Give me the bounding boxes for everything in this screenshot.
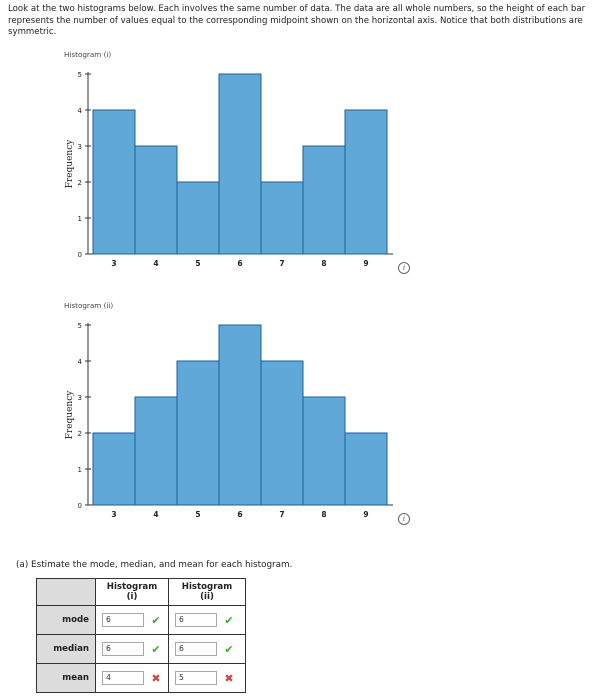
row-label-mean: mean bbox=[36, 663, 96, 693]
mean-hist1-input[interactable]: 4 bbox=[102, 671, 144, 685]
x-tick-label: 7 bbox=[279, 510, 284, 519]
corner-cell bbox=[36, 578, 96, 606]
histogram-bar bbox=[344, 432, 388, 506]
y-tick-label: 0 bbox=[78, 502, 82, 510]
checkmark-icon: ✔ bbox=[224, 613, 234, 627]
cell-median-hist1: 6 ✔ bbox=[95, 634, 169, 664]
cross-icon: ✖ bbox=[224, 671, 234, 685]
mode-hist1-input[interactable]: 6 bbox=[102, 613, 144, 627]
x-tick-label: 6 bbox=[237, 259, 242, 268]
histogram-bar bbox=[302, 145, 346, 255]
histogram-bar bbox=[344, 109, 388, 255]
y-tick-label: 4 bbox=[78, 358, 83, 366]
histogram-bar bbox=[92, 432, 136, 506]
y-tick-label: 2 bbox=[78, 179, 82, 187]
row-label-mode: mode bbox=[36, 605, 96, 635]
y-tick-label: 3 bbox=[78, 143, 82, 151]
checkmark-icon: ✔ bbox=[151, 613, 161, 627]
y-tick-label: 1 bbox=[78, 466, 82, 474]
checkmark-icon: ✔ bbox=[224, 642, 234, 656]
y-tick-label: 4 bbox=[78, 107, 83, 115]
y-tick-label: 2 bbox=[78, 430, 82, 438]
x-tick-label: 7 bbox=[279, 259, 284, 268]
y-tick-label: 5 bbox=[78, 322, 82, 330]
histogram-bar bbox=[176, 360, 220, 506]
x-tick-label: 8 bbox=[321, 259, 326, 268]
x-tick-label: 3 bbox=[111, 510, 116, 519]
header-histogram-2: Histogram (ii) bbox=[168, 578, 246, 606]
x-tick-label: 5 bbox=[195, 510, 200, 519]
x-tick-label: 9 bbox=[363, 510, 368, 519]
answers-header-row: Histogram (i) Histogram (ii) bbox=[36, 578, 246, 606]
x-tick-label: 6 bbox=[237, 510, 242, 519]
info-icon[interactable]: i bbox=[398, 513, 410, 525]
row-mode: mode 6 ✔ 6 ✔ bbox=[36, 605, 246, 635]
histogram-bar bbox=[218, 73, 262, 255]
histogram-bar bbox=[92, 109, 136, 255]
row-median: median 6 ✔ 6 ✔ bbox=[36, 634, 246, 664]
cell-mean-hist2: 5 ✖ bbox=[168, 663, 246, 693]
question-prompt: (a) Estimate the mode, median, and mean … bbox=[16, 560, 293, 570]
y-tick-label: 3 bbox=[78, 394, 82, 402]
histogram-2-title: Histogram (ii) bbox=[64, 301, 114, 310]
y-axis-label: Frequency bbox=[65, 139, 75, 189]
checkmark-icon: ✔ bbox=[151, 642, 161, 656]
histogram-bar bbox=[176, 181, 220, 255]
y-tick-label: 5 bbox=[78, 71, 82, 79]
histogram-1-title: Histogram (i) bbox=[64, 50, 112, 59]
histogram-bar bbox=[260, 181, 304, 255]
mode-hist2-input[interactable]: 6 bbox=[175, 613, 217, 627]
row-mean: mean 4 ✖ 5 ✖ bbox=[36, 663, 246, 693]
x-tick-label: 9 bbox=[363, 259, 368, 268]
answers-table: Histogram (i) Histogram (ii) mode 6 ✔ 6 … bbox=[36, 578, 246, 693]
histogram-bar bbox=[134, 396, 178, 506]
x-tick-label: 4 bbox=[153, 510, 158, 519]
x-tick-label: 4 bbox=[153, 259, 158, 268]
histogram-bar bbox=[134, 145, 178, 255]
cell-median-hist2: 6 ✔ bbox=[168, 634, 246, 664]
cell-mode-hist1: 6 ✔ bbox=[95, 605, 169, 635]
histogram-bar bbox=[218, 324, 262, 506]
mean-hist2-input[interactable]: 5 bbox=[175, 671, 217, 685]
info-icon[interactable]: i bbox=[398, 262, 410, 274]
y-axis-label: Frequency bbox=[65, 390, 75, 440]
y-tick-label: 0 bbox=[78, 251, 82, 259]
cell-mode-hist2: 6 ✔ bbox=[168, 605, 246, 635]
cell-mean-hist1: 4 ✖ bbox=[95, 663, 169, 693]
histogram-bar bbox=[302, 396, 346, 506]
header-histogram-1: Histogram (i) bbox=[95, 578, 169, 606]
instructions-text: Look at the two histograms below. Each i… bbox=[8, 4, 586, 37]
cross-icon: ✖ bbox=[151, 671, 161, 685]
x-tick-label: 8 bbox=[321, 510, 326, 519]
y-tick-label: 1 bbox=[78, 215, 82, 223]
median-hist1-input[interactable]: 6 bbox=[102, 642, 144, 656]
x-tick-label: 5 bbox=[195, 259, 200, 268]
median-hist2-input[interactable]: 6 bbox=[175, 642, 217, 656]
histogram-bar bbox=[260, 360, 304, 506]
x-tick-label: 3 bbox=[111, 259, 116, 268]
row-label-median: median bbox=[36, 634, 96, 664]
